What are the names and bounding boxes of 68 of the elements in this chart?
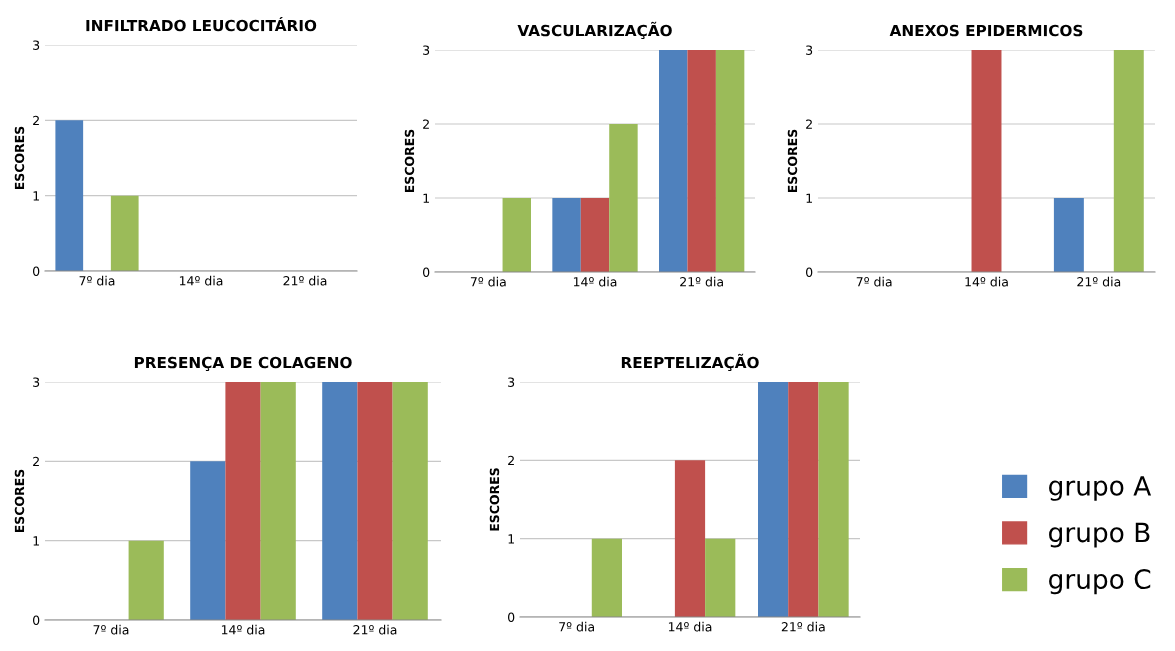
bar: [225, 382, 261, 620]
x-tick-label: 21º dia: [283, 275, 327, 286]
chart-title: ANEXOS EPIDERMICOS: [889, 24, 1083, 37]
legend-label: grupo B: [1049, 522, 1150, 548]
bar: [190, 461, 226, 620]
y-axis-title: ESCORES: [14, 126, 25, 190]
y-tick-label: 3: [806, 45, 813, 55]
y-tick-label: 2: [806, 119, 812, 129]
chart-title: VASCULARIZAÇÃO: [517, 21, 672, 40]
bar: [609, 124, 638, 272]
bar: [128, 540, 164, 620]
x-tick-label: 14º dia: [965, 276, 1008, 287]
y-axis-title: ESCORES: [404, 129, 415, 193]
chart-title: INFILTRADO LEUCOCITÁRIO: [86, 16, 317, 32]
bar: [260, 382, 296, 620]
bar: [552, 198, 581, 272]
bar: [591, 538, 622, 617]
chart-title: REEPTELIZAÇÃO: [621, 353, 759, 372]
y-tick-label: 3: [33, 40, 40, 50]
x-tick-label: 21º dia: [781, 621, 825, 632]
bar: [674, 460, 706, 617]
x-tick-label: 14º dia: [179, 275, 223, 286]
y-tick-label: 1: [806, 193, 812, 203]
bar: [705, 538, 736, 617]
x-tick-label: 7º dia: [470, 276, 506, 287]
bar: [502, 198, 531, 272]
y-axis-title: ESCORES: [489, 468, 500, 531]
y-tick-label: 2: [508, 455, 514, 466]
x-tick-label: 21º dia: [1077, 276, 1121, 287]
y-tick-label: 0: [423, 267, 430, 277]
y-tick-label: 1: [33, 536, 39, 546]
bar: [715, 50, 745, 272]
y-tick-label: 3: [33, 377, 40, 387]
y-tick-label: 0: [33, 266, 40, 276]
x-tick-label: 14º dia: [573, 276, 617, 287]
x-tick-label: 7º dia: [79, 275, 115, 286]
bar: [322, 382, 358, 620]
y-tick-label: 1: [508, 534, 514, 544]
x-tick-label: 7º dia: [559, 621, 594, 632]
x-tick-label: 14º dia: [668, 621, 712, 632]
bar: [659, 50, 688, 272]
legend-label: grupo A: [1049, 476, 1152, 501]
bar: [392, 382, 428, 620]
x-tick-label: 14º dia: [221, 624, 265, 635]
x-tick-label: 7º dia: [93, 624, 129, 635]
x-tick-label: 21º dia: [353, 624, 397, 635]
x-tick-label: 7º dia: [856, 276, 892, 287]
legend-label: grupo C: [1049, 569, 1151, 595]
y-axis-title: ESCORES: [787, 129, 798, 193]
bar: [758, 382, 789, 617]
bar: [357, 382, 393, 620]
bar: [580, 198, 610, 272]
chart-title: PRESENÇA DE COLAGENO: [134, 356, 352, 372]
bar: [788, 382, 819, 617]
bar: [687, 50, 716, 272]
y-tick-label: 3: [508, 377, 515, 387]
y-axis-title: ESCORES: [14, 469, 25, 533]
y-tick-label: 0: [806, 267, 813, 277]
bar: [818, 382, 849, 617]
y-tick-label: 0: [508, 612, 515, 622]
y-tick-label: 1: [33, 191, 39, 201]
y-tick-label: 2: [33, 456, 39, 467]
y-tick-label: 2: [33, 115, 39, 126]
y-tick-label: 1: [423, 193, 429, 203]
y-tick-label: 0: [33, 615, 40, 625]
x-tick-label: 21º dia: [680, 276, 723, 287]
y-tick-label: 2: [423, 119, 429, 129]
y-tick-label: 3: [423, 45, 430, 55]
